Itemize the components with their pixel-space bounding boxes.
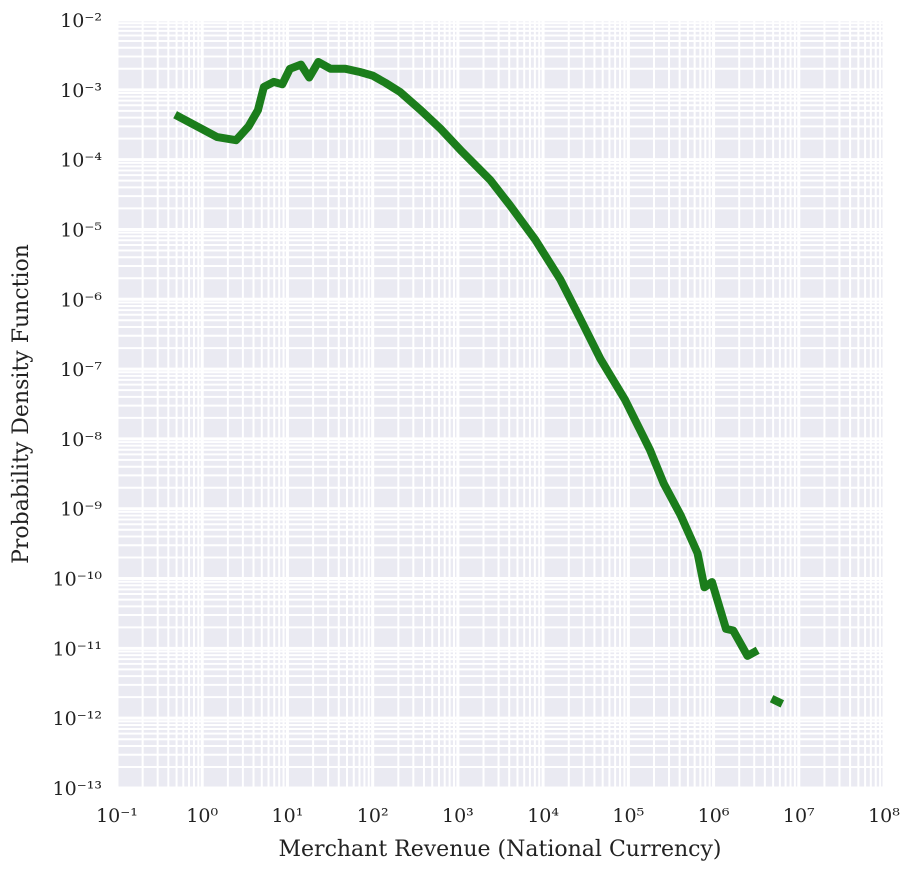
y-tick-label: 10⁻⁷ <box>60 359 102 381</box>
plot-area <box>117 20 884 788</box>
y-tick-label: 10⁻⁵ <box>60 219 102 241</box>
y-tick-label: 10⁻¹³ <box>53 778 102 800</box>
y-tick-label: 10⁻⁸ <box>60 429 102 451</box>
y-tick-label: 10⁻¹² <box>53 708 102 730</box>
grid <box>115 18 886 790</box>
x-tick-label: 10³ <box>442 805 474 827</box>
y-tick-label: 10⁻¹⁰ <box>53 569 103 591</box>
x-tick-label: 10² <box>357 805 389 827</box>
x-tick-label: 10⁻¹ <box>96 805 138 827</box>
y-axis-label: Probability Density Function <box>9 244 34 564</box>
x-tick-label: 10⁸ <box>868 805 900 827</box>
y-tick-label: 10⁻⁹ <box>60 499 102 521</box>
marks <box>173 58 785 708</box>
x-tick-label: 10⁴ <box>527 805 559 827</box>
y-tick-label: 10⁻⁴ <box>60 150 102 172</box>
data-line <box>173 58 785 708</box>
y-tick-label: 10⁻³ <box>60 80 102 102</box>
x-tick-label: 10⁶ <box>698 805 730 827</box>
x-axis-label: Merchant Revenue (National Currency) <box>279 837 722 862</box>
x-tick-label: 10⁷ <box>783 805 815 827</box>
y-tick-label: 10⁻¹¹ <box>53 638 102 660</box>
x-tick-label: 10¹ <box>272 805 304 827</box>
x-tick-label: 10⁰ <box>186 805 218 827</box>
x-tick-label: 10⁵ <box>612 805 644 827</box>
y-tick-label: 10⁻⁶ <box>60 289 102 311</box>
y-tick-label: 10⁻² <box>60 10 102 32</box>
